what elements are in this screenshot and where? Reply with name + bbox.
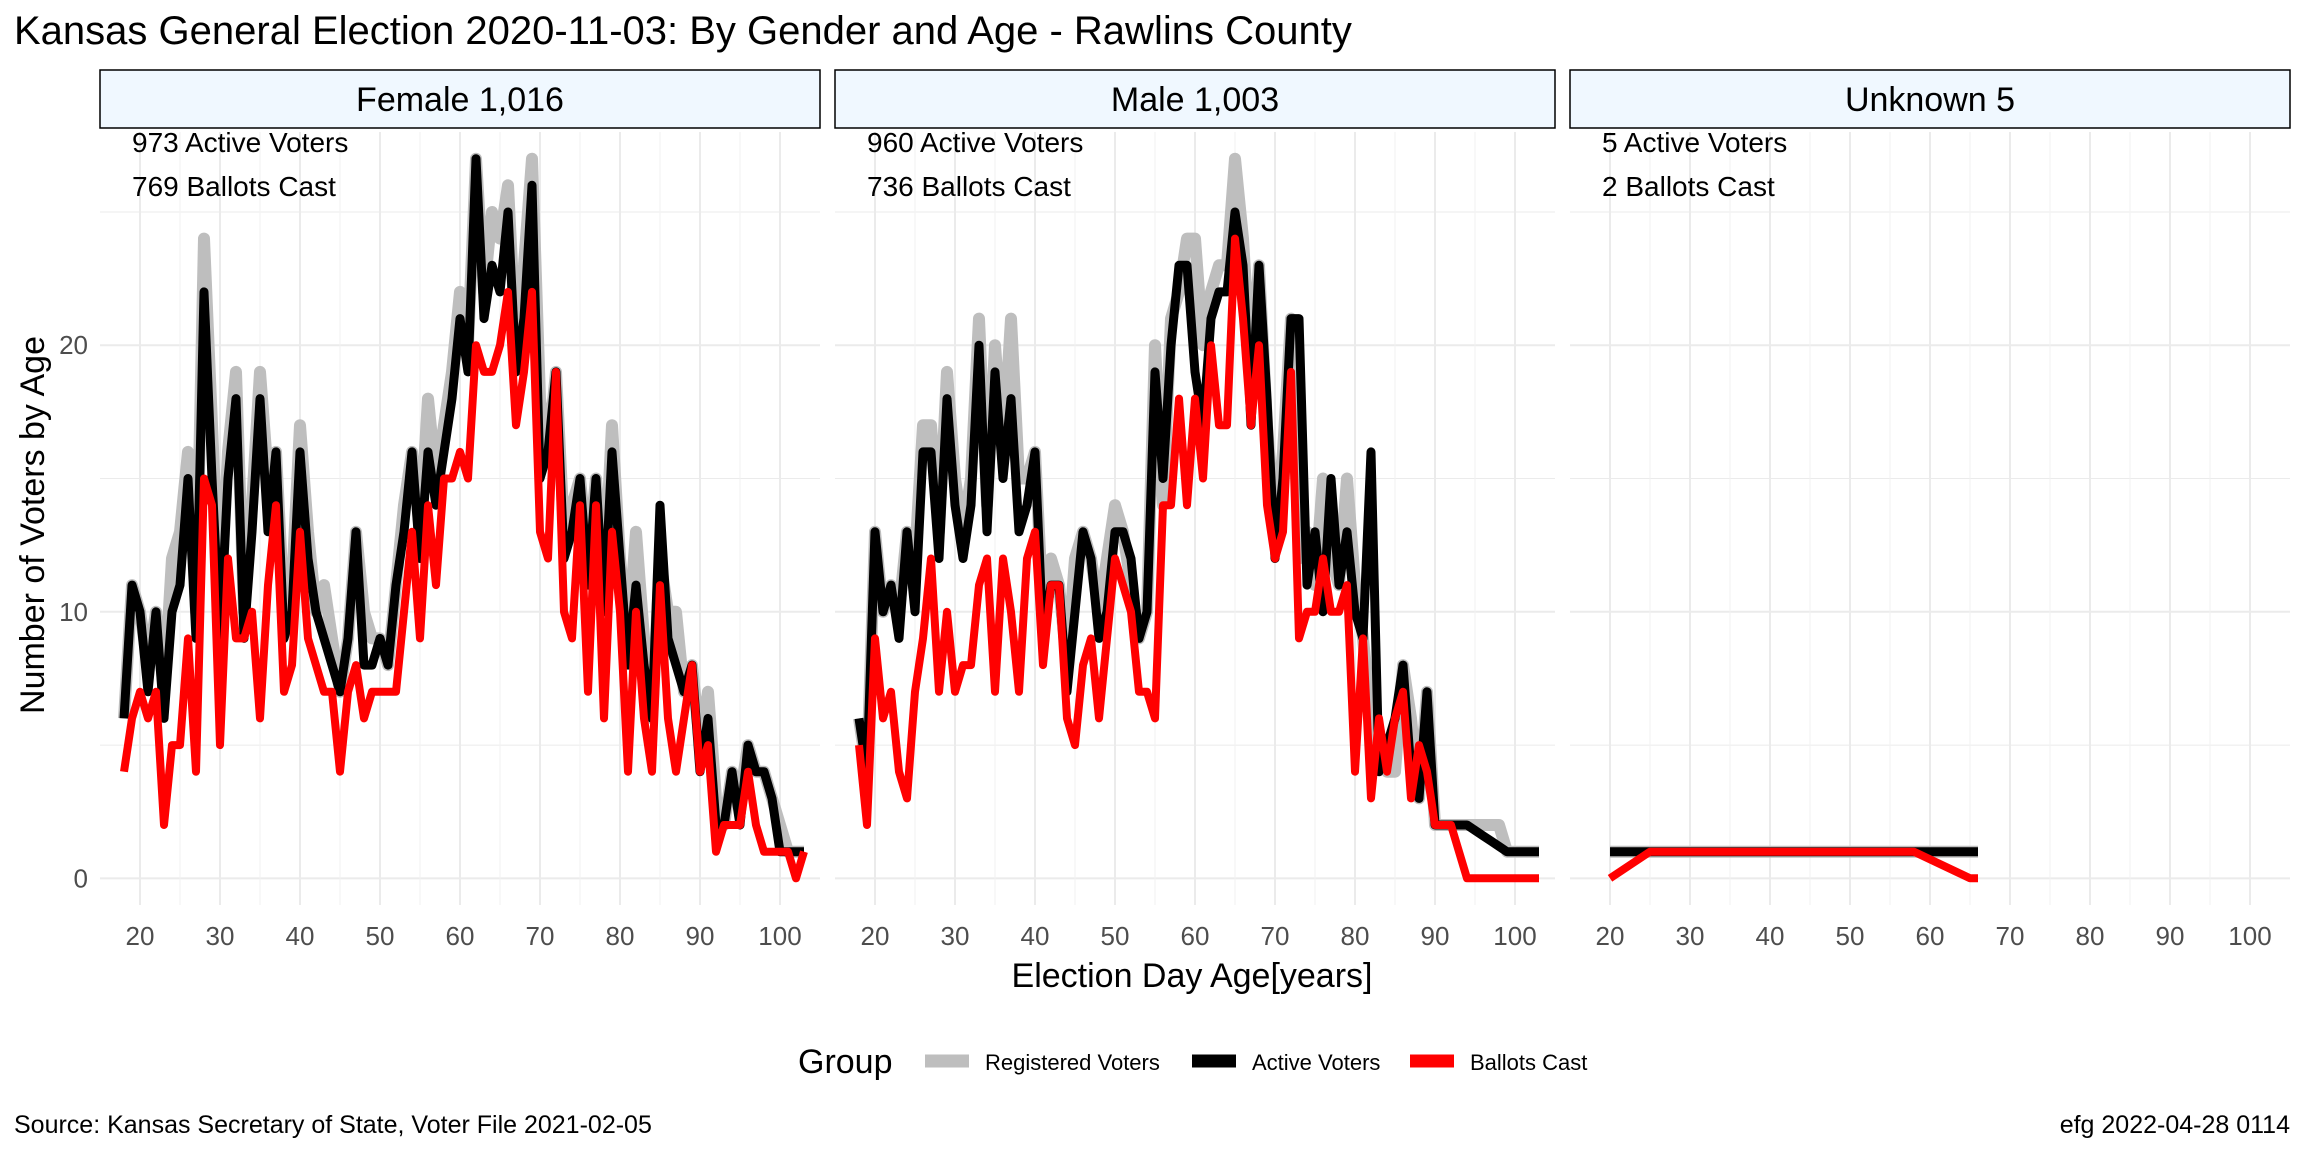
x-tick-label: 20 — [126, 921, 155, 951]
y-tick-label: 10 — [59, 597, 88, 627]
facet-strip — [834, 69, 1556, 129]
facet-strip — [99, 69, 821, 129]
panel: Male 1,003 960 Active Voters 736 Ballots C… — [834, 69, 1556, 951]
x-tick-label: 50 — [1101, 921, 1130, 951]
panel-annotation: 736 Ballots Cast — [867, 171, 1071, 202]
x-tick-label: 30 — [1676, 921, 1705, 951]
x-tick-label: 80 — [1341, 921, 1370, 951]
x-tick-label: 40 — [1021, 921, 1050, 951]
legend-label: Ballots Cast — [1470, 1050, 1587, 1075]
series-line — [1607, 847, 1978, 883]
x-tick-label: 100 — [758, 921, 801, 951]
facet-strip-label: Male 1,003 — [1111, 81, 1279, 119]
panel-annotation: 2 Ballots Cast — [1602, 171, 1775, 202]
x-tick-label: 100 — [1493, 921, 1536, 951]
legend: Group Registered Voters Active Voters Ballo… — [798, 1043, 1587, 1081]
series-line — [853, 152, 1539, 858]
series-line — [855, 234, 1539, 883]
legend-label: Registered Voters — [985, 1050, 1160, 1075]
x-tick-label: 80 — [2076, 921, 2105, 951]
x-tick-label: 100 — [2228, 921, 2271, 951]
x-tick-label: 90 — [686, 921, 715, 951]
facet-strip-label: Unknown 5 — [1845, 81, 2015, 119]
facet-strip-label: Female 1,016 — [356, 81, 564, 119]
panel-annotation: 973 Active Voters — [132, 127, 348, 158]
y-axis-label: Number of Voters by Age — [14, 336, 52, 714]
legend-title: Group — [798, 1043, 893, 1081]
x-axis-label: Election Day Age[years] — [1012, 957, 1373, 995]
legend-label: Active Voters — [1252, 1050, 1380, 1075]
series-line — [120, 287, 808, 883]
x-tick-label: 70 — [526, 921, 555, 951]
x-tick-label: 40 — [286, 921, 315, 951]
x-tick-label: 80 — [606, 921, 635, 951]
x-tick-label: 90 — [2156, 921, 2185, 951]
x-tick-label: 20 — [1596, 921, 1625, 951]
x-tick-label: 70 — [1261, 921, 1290, 951]
stamp-caption: efg 2022-04-28 0114 — [2060, 1111, 2290, 1139]
y-tick-label: 20 — [59, 330, 88, 360]
x-tick-label: 60 — [1916, 921, 1945, 951]
x-tick-label: 20 — [861, 921, 890, 951]
x-tick-label: 30 — [206, 921, 235, 951]
panel-annotation: 960 Active Voters — [867, 127, 1083, 158]
panel-annotation: 769 Ballots Cast — [132, 171, 336, 202]
x-tick-label: 90 — [1421, 921, 1450, 951]
source-caption: Source: Kansas Secretary of State, Voter… — [14, 1111, 652, 1139]
x-tick-label: 60 — [446, 921, 475, 951]
x-tick-label: 50 — [1836, 921, 1865, 951]
x-tick-label: 60 — [1181, 921, 1210, 951]
chart-title: Kansas General Election 2020-11-03: By G… — [14, 9, 1352, 53]
gridlines — [1570, 132, 2290, 905]
panel: Female 1,016 973 Active Voters 769 Ballots… — [59, 69, 821, 951]
x-tick-label: 30 — [941, 921, 970, 951]
x-tick-label: 70 — [1996, 921, 2025, 951]
x-tick-label: 40 — [1756, 921, 1785, 951]
x-tick-label: 50 — [366, 921, 395, 951]
y-tick-label: 0 — [74, 863, 88, 893]
facet-panels: Female 1,016 973 Active Voters 769 Ballots… — [59, 69, 2291, 951]
panel: Unknown 5 5 Active Voters 2 Ballots Cast 20… — [1569, 69, 2291, 951]
panel-annotation: 5 Active Voters — [1602, 127, 1787, 158]
facet-strip — [1569, 69, 2291, 129]
